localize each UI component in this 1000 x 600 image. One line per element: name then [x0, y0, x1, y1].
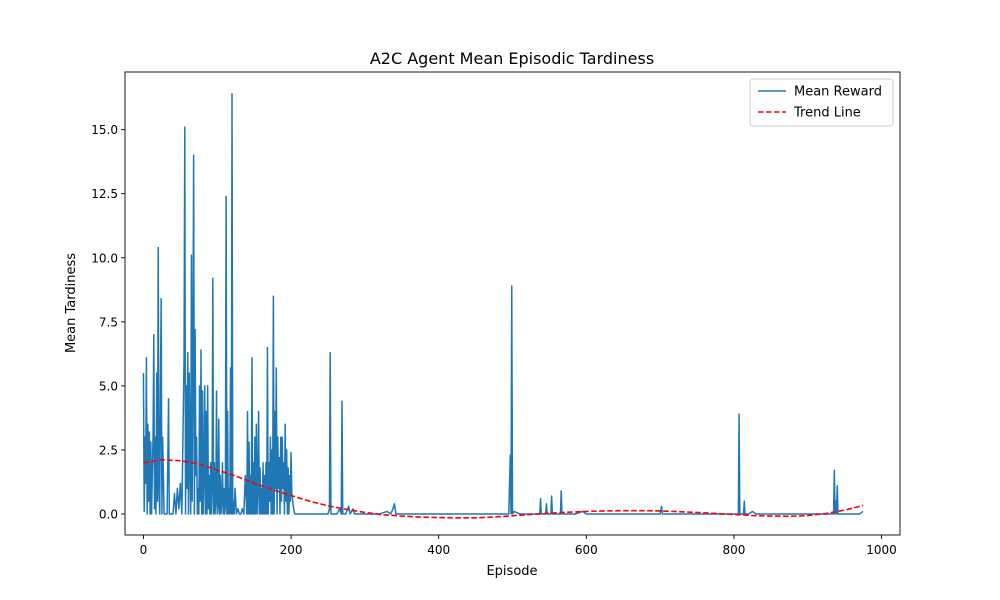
y-tick-label: 12.5: [91, 187, 118, 201]
series-line-trend-line: [143, 458, 864, 519]
plot-area: 0 200 400 600 800 1000 0.0 2.5 5.0 7.5 10.0 12.5 15.…: [91, 71, 901, 557]
y-tick-label: 15.0: [91, 123, 118, 137]
legend-entry: Mean Reward: [794, 85, 882, 100]
x-tick-label: 0: [140, 543, 148, 557]
legend: Mean Reward Trend Line: [749, 78, 894, 127]
y-axis-label: Mean Tardiness: [64, 253, 79, 353]
x-tick-label: 800: [722, 543, 745, 557]
y-tick-label: 5.0: [99, 379, 118, 393]
y-tick-label: 2.5: [99, 443, 118, 457]
chart-title: A2C Agent Mean Episodic Tardiness: [370, 49, 654, 68]
x-tick-label: 200: [280, 543, 303, 557]
y-tick-label: 10.0: [91, 251, 118, 265]
series-line-mean-reward: [142, 93, 864, 515]
axes-frame: [124, 71, 901, 536]
y-tick-label: 0.0: [99, 507, 118, 521]
x-tick-label: 600: [575, 543, 598, 557]
x-tick-label: 400: [427, 543, 450, 557]
y-tick-label: 7.5: [99, 315, 118, 329]
x-tick-label: 1000: [866, 543, 897, 557]
legend-entry: Trend Line: [793, 106, 861, 121]
x-axis-label: Episode: [486, 564, 537, 579]
